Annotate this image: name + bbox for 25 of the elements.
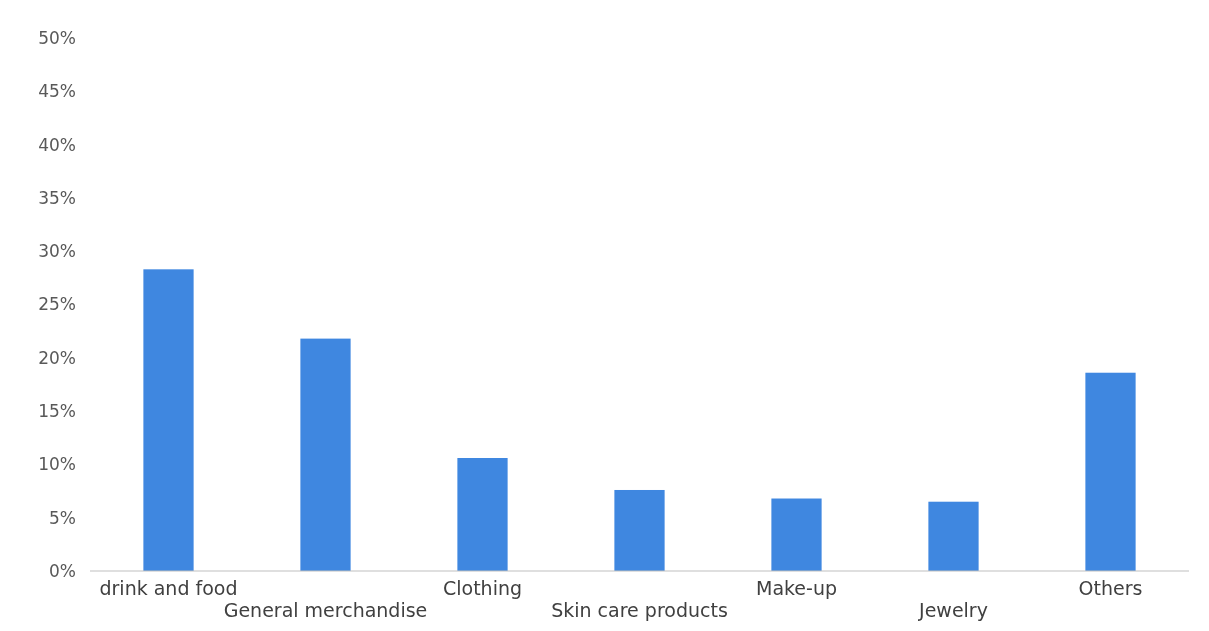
x-tick-label: Others bbox=[1078, 577, 1143, 599]
y-tick-label: 30% bbox=[38, 241, 76, 262]
bar bbox=[928, 501, 979, 571]
y-tick-label: 15% bbox=[38, 401, 76, 422]
x-tick-label: drink and food bbox=[99, 577, 238, 599]
y-tick-label: 35% bbox=[38, 187, 76, 208]
y-tick-label: 5% bbox=[49, 507, 76, 528]
y-tick-label: 0% bbox=[49, 560, 76, 581]
x-tick-label: Clothing bbox=[442, 577, 523, 599]
x-tick-label: Make-up bbox=[755, 577, 838, 599]
bar bbox=[143, 269, 194, 571]
y-tick-label: 20% bbox=[38, 347, 76, 368]
bar bbox=[614, 489, 665, 571]
y-tick-label: 25% bbox=[38, 294, 76, 315]
bar bbox=[1085, 372, 1136, 571]
y-tick-label: 45% bbox=[38, 81, 76, 102]
y-tick-label: 40% bbox=[38, 134, 76, 155]
bar bbox=[771, 498, 822, 571]
y-tick-label: 10% bbox=[38, 454, 76, 475]
bar bbox=[300, 338, 351, 571]
y-tick-label: 50% bbox=[38, 27, 76, 48]
x-tick-label: General merchandise bbox=[223, 599, 428, 621]
x-tick-label: Jewelry bbox=[918, 599, 988, 621]
x-tick-label: Skin care products bbox=[551, 599, 728, 621]
bar bbox=[457, 458, 508, 571]
